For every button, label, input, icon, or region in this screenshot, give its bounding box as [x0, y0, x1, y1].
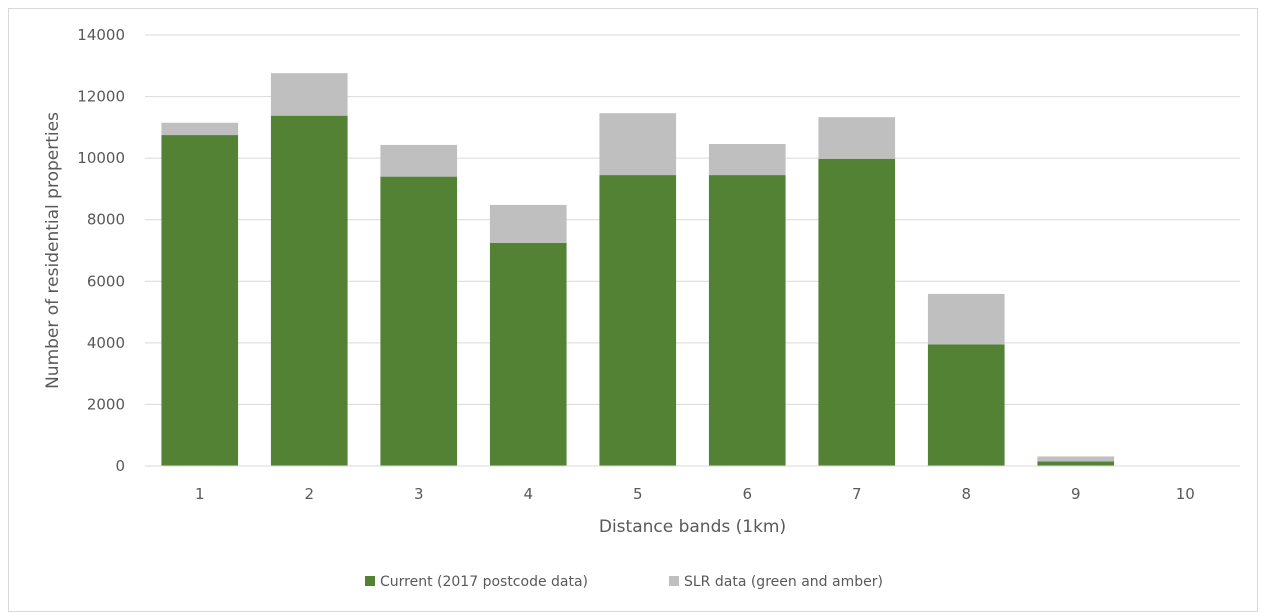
bar-current	[927, 344, 1005, 466]
legend-label-slr: SLR data (green and amber)	[684, 574, 883, 590]
y-tick-label: 0	[115, 457, 125, 475]
y-tick-label: 8000	[87, 211, 125, 229]
x-tick-label: 5	[633, 485, 643, 503]
legend-label-current: Current (2017 postcode data)	[380, 574, 588, 590]
bar-slr	[1037, 456, 1115, 462]
bar-current	[270, 115, 348, 466]
y-tick-labels: 0 2000 4000 6000 8000 10000 12000 14000	[77, 26, 125, 475]
x-tick-label: 10	[1176, 485, 1195, 503]
x-tick-label: 9	[1071, 485, 1081, 503]
bar-slr	[818, 117, 896, 159]
y-tick-label: 14000	[77, 26, 125, 44]
bar-current	[1037, 461, 1115, 466]
x-axis-title: Distance bands (1km)	[599, 517, 786, 537]
x-tick-label: 3	[414, 485, 424, 503]
x-tick-label: 6	[742, 485, 752, 503]
bar-slr	[489, 204, 567, 243]
x-tick-labels: 1 2 3 4 5 6 7 8 9 10	[195, 485, 1195, 503]
x-tick-label: 8	[961, 485, 971, 503]
bar-current	[708, 175, 786, 466]
y-tick-label: 2000	[87, 395, 125, 413]
bar-slr	[270, 73, 348, 116]
x-tick-label: 4	[523, 485, 533, 503]
y-tick-label: 4000	[87, 334, 125, 352]
bar-slr	[380, 144, 458, 177]
bar-current	[599, 175, 677, 466]
y-tick-label: 12000	[77, 88, 125, 106]
legend: Current (2017 postcode data) SLR data (gr…	[365, 574, 883, 590]
x-tick-label: 2	[304, 485, 314, 503]
y-tick-label: 10000	[77, 149, 125, 167]
y-tick-label: 6000	[87, 272, 125, 290]
bar-current	[489, 242, 567, 466]
bar-current	[380, 176, 458, 466]
y-axis-title: Number of residential properties	[43, 112, 63, 389]
legend-swatch-slr	[669, 576, 679, 586]
bar-slr	[161, 122, 239, 136]
bar-slr	[708, 143, 786, 176]
bar-slr	[599, 113, 677, 176]
bar-current	[818, 158, 896, 466]
legend-swatch-current	[365, 576, 375, 586]
x-tick-label: 1	[195, 485, 205, 503]
bar-slr	[927, 293, 1005, 345]
x-tick-label: 7	[852, 485, 862, 503]
bars	[161, 73, 1115, 466]
bar-current	[161, 135, 239, 466]
